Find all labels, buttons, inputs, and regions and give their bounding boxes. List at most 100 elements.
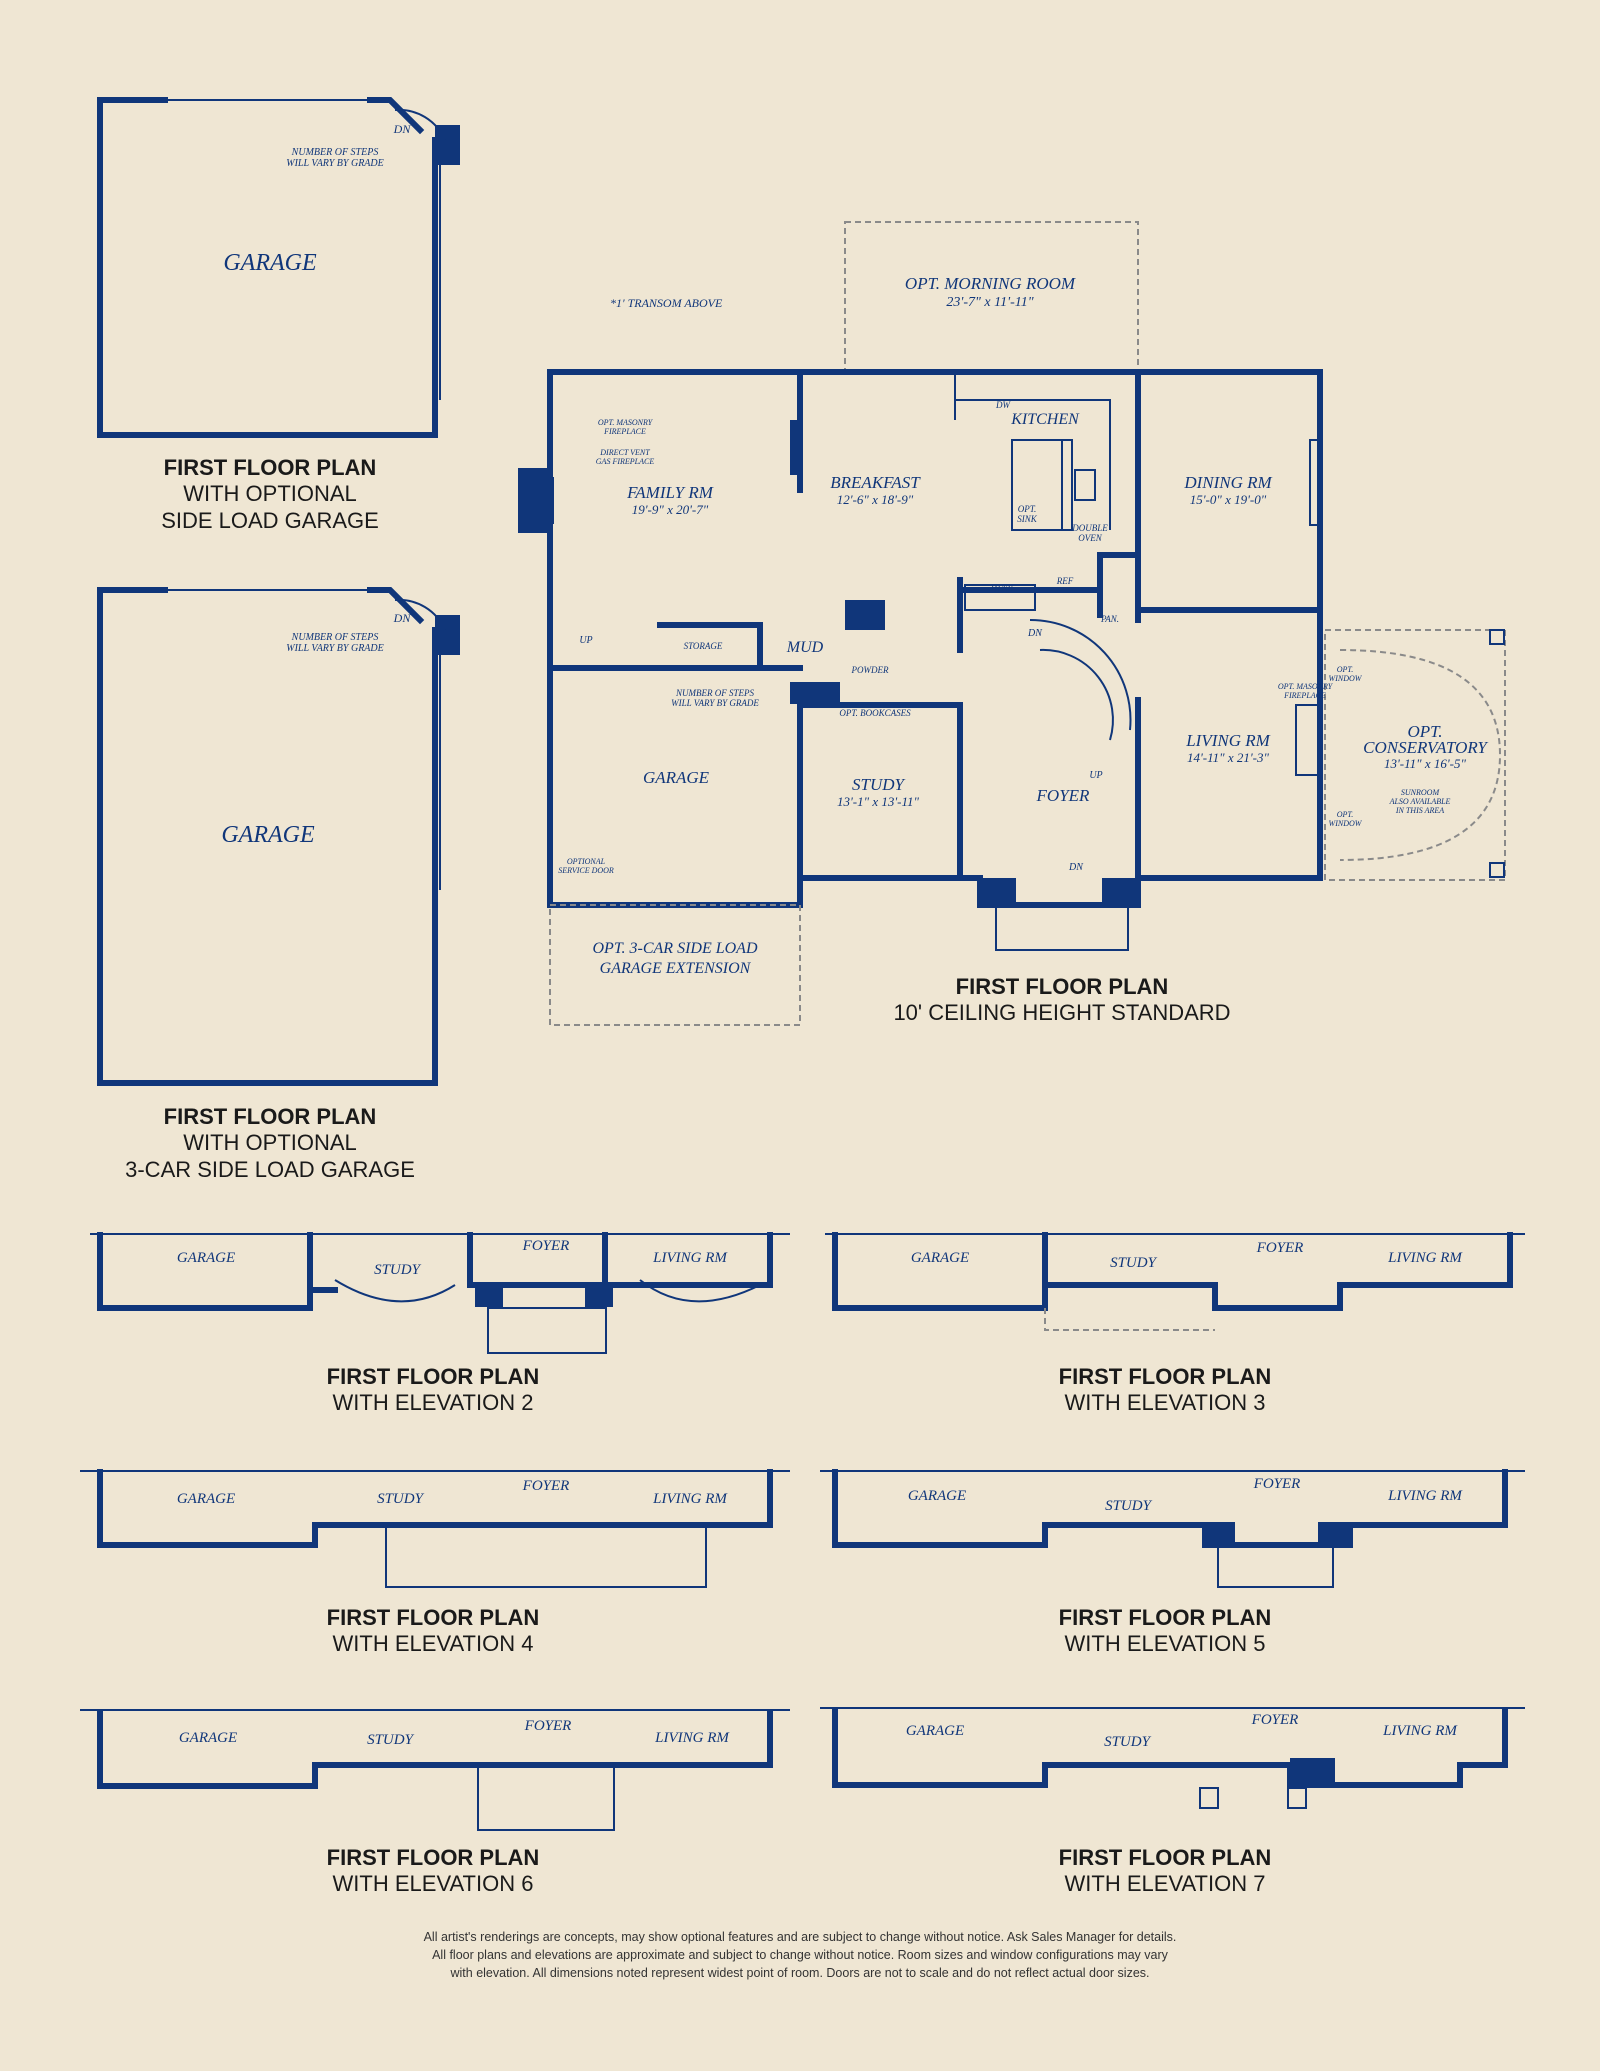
garage-extension-1: OPT. 3-CAR SIDE LOAD — [592, 940, 757, 957]
dining-room-dim: 15'-0" x 19'-0" — [1190, 492, 1267, 507]
dn-label: DN — [393, 122, 412, 136]
living-room-label: LIVING RM — [654, 1730, 730, 1746]
opt-masonry-living-1: OPT. MASONRY — [1278, 682, 1334, 691]
elevation-2-strip: GARAGE STUDY FOYER LIVING RM — [90, 1232, 790, 1354]
sunroom-note-3: IN THIS AREA — [1395, 806, 1444, 815]
study-label: STUDY — [367, 1732, 415, 1748]
caption-title: FIRST FLOOR PLAN — [326, 1364, 540, 1389]
garage-label: GARAGE — [643, 768, 710, 787]
conservatory-opt-label: OPT. — [1407, 722, 1442, 741]
caption-elevation-5: FIRST FLOOR PLAN WITH ELEVATION 5 — [965, 1605, 1365, 1658]
mud-label: MUD — [786, 639, 824, 656]
dn-label: DN — [1068, 862, 1084, 873]
study-label: STUDY — [1104, 1734, 1152, 1750]
caption-line: 10' CEILING HEIGHT STANDARD — [893, 1000, 1231, 1026]
disclaimer: All artist's renderings are concepts, ma… — [300, 1928, 1300, 1982]
living-room-label: LIVING RM — [652, 1250, 728, 1266]
caption-title: FIRST FLOOR PLAN — [163, 455, 377, 480]
caption-line: WITH ELEVATION 3 — [1064, 1390, 1266, 1416]
foyer-label: FOYER — [522, 1478, 570, 1494]
sunroom-note-2: ALSO AVAILABLE — [1389, 797, 1451, 806]
caption-three-car-garage: FIRST FLOOR PLAN WITH OPTIONAL 3-CAR SID… — [60, 1104, 480, 1183]
side-load-garage-plan: GARAGE NUMBER OF STEPS WILL VARY BY GRAD… — [97, 97, 460, 438]
caption-main-plan: FIRST FLOOR PLAN 10' CEILING HEIGHT STAN… — [862, 974, 1262, 1027]
study-label: STUDY — [1105, 1498, 1153, 1514]
pantry-label: PAN. — [1100, 614, 1119, 624]
elevation-3-strip: GARAGE STUDY FOYER LIVING RM — [825, 1232, 1525, 1331]
steps-note-2: WILL VARY BY GRADE — [286, 643, 384, 654]
living-room-label: LIVING RM — [652, 1491, 728, 1507]
living-room-label: LIVING RM — [1387, 1488, 1463, 1504]
caption-line: 3-CAR SIDE LOAD GARAGE — [125, 1156, 415, 1182]
opt-window-bottom-1: OPT. — [1337, 810, 1354, 819]
steps-note-1: NUMBER OF STEPS — [291, 632, 379, 643]
morning-room-label: OPT. MORNING ROOM — [905, 274, 1076, 293]
caption-title: FIRST FLOOR PLAN — [1058, 1364, 1272, 1389]
sunroom-note-1: SUNROOM — [1401, 788, 1441, 797]
caption-line: WITH OPTIONAL — [183, 1130, 357, 1156]
steps-note-1: NUMBER OF STEPS — [291, 147, 379, 158]
up-label: UP — [1089, 770, 1102, 781]
caption-elevation-6: FIRST FLOOR PLAN WITH ELEVATION 6 — [233, 1845, 633, 1898]
storage-label: STORAGE — [684, 641, 723, 651]
foyer-label: FOYER — [1256, 1240, 1304, 1256]
opt-bookcases-label: OPT. BOOKCASES — [839, 708, 911, 718]
living-room-label: LIVING RM — [1382, 1723, 1458, 1739]
morning-room-dim: 23'-7" x 11'-11" — [946, 295, 1033, 310]
foyer-label: FOYER — [1253, 1476, 1301, 1492]
conservatory-dim: 13'-11" x 16'-5" — [1384, 756, 1466, 771]
steps-note-2: WILL VARY BY GRADE — [286, 158, 384, 169]
elevation-6-strip: GARAGE STUDY FOYER LIVING RM — [80, 1709, 790, 1831]
caption-title: FIRST FLOOR PLAN — [955, 974, 1169, 999]
caption-line: WITH ELEVATION 7 — [1064, 1871, 1266, 1897]
steps-note-2: WILL VARY BY GRADE — [671, 698, 759, 708]
garage-label: GARAGE — [177, 1250, 235, 1266]
breakfast-dim: 12'-6" x 18'-9" — [837, 492, 914, 507]
caption-line: WITH ELEVATION 2 — [332, 1390, 534, 1416]
kitchen-label: KITCHEN — [1010, 411, 1080, 428]
caption-line: WITH ELEVATION 5 — [1064, 1631, 1266, 1657]
caption-line: WITH OPTIONAL — [183, 481, 357, 507]
direct-vent-2: GAS FIREPLACE — [596, 457, 655, 466]
opt-masonry-2: FIREPLACE — [603, 427, 646, 436]
study-dim: 13'-1" x 13'-11" — [837, 794, 919, 809]
transom-note: *1' TRANSOM ABOVE — [610, 296, 723, 310]
elevation-4-strip: GARAGE STUDY FOYER LIVING RM — [80, 1469, 790, 1588]
caption-elevation-7: FIRST FLOOR PLAN WITH ELEVATION 7 — [965, 1845, 1365, 1898]
desk-label: DESK — [990, 584, 1014, 594]
caption-title: FIRST FLOOR PLAN — [1058, 1605, 1272, 1630]
conservatory-label: CONSERVATORY — [1363, 738, 1488, 757]
service-door-2: SERVICE DOOR — [558, 866, 614, 875]
foyer-label: FOYER — [1036, 786, 1091, 805]
opt-window-top-1: OPT. — [1337, 665, 1354, 674]
caption-elevation-2: FIRST FLOOR PLAN WITH ELEVATION 2 — [233, 1364, 633, 1417]
opt-masonry-1: OPT. MASONRY — [598, 418, 654, 427]
study-label: STUDY — [852, 775, 906, 794]
ref-label: REF — [1056, 576, 1074, 586]
disclaimer-line: All floor plans and elevations are appro… — [432, 1948, 1168, 1963]
dw-label: DW — [995, 400, 1011, 410]
family-room-dim: 19'-9" x 20'-7" — [632, 502, 709, 517]
steps-note-1: NUMBER OF STEPS — [675, 688, 754, 698]
elevation-5-strip: GARAGE STUDY FOYER LIVING RM — [820, 1469, 1525, 1588]
breakfast-label: BREAKFAST — [830, 473, 921, 492]
study-label: STUDY — [1110, 1255, 1158, 1271]
dn-label: DN — [393, 611, 412, 625]
foyer-label: FOYER — [522, 1238, 570, 1254]
opt-sink-1: OPT. — [1018, 504, 1037, 514]
elevation-7-strip: GARAGE STUDY FOYER LIVING RM — [820, 1707, 1525, 1809]
disclaimer-line: with elevation. All dimensions noted rep… — [450, 1966, 1150, 1981]
main-first-floor-plan: OPT. MORNING ROOM 23'-7" x 11'-11" *1' T… — [518, 221, 1506, 1026]
dining-room-label: DINING RM — [1183, 473, 1272, 492]
caption-elevation-3: FIRST FLOOR PLAN WITH ELEVATION 3 — [965, 1364, 1365, 1417]
caption-elevation-4: FIRST FLOOR PLAN WITH ELEVATION 4 — [233, 1605, 633, 1658]
foyer-label: FOYER — [524, 1718, 572, 1734]
service-door-1: OPTIONAL — [567, 857, 606, 866]
living-room-label: LIVING RM — [1185, 731, 1270, 750]
up-label: UP — [579, 635, 592, 646]
disclaimer-line: All artist's renderings are concepts, ma… — [423, 1930, 1177, 1944]
caption-line: WITH ELEVATION 6 — [332, 1871, 534, 1897]
study-label: STUDY — [374, 1262, 422, 1278]
caption-title: FIRST FLOOR PLAN — [163, 1104, 377, 1129]
